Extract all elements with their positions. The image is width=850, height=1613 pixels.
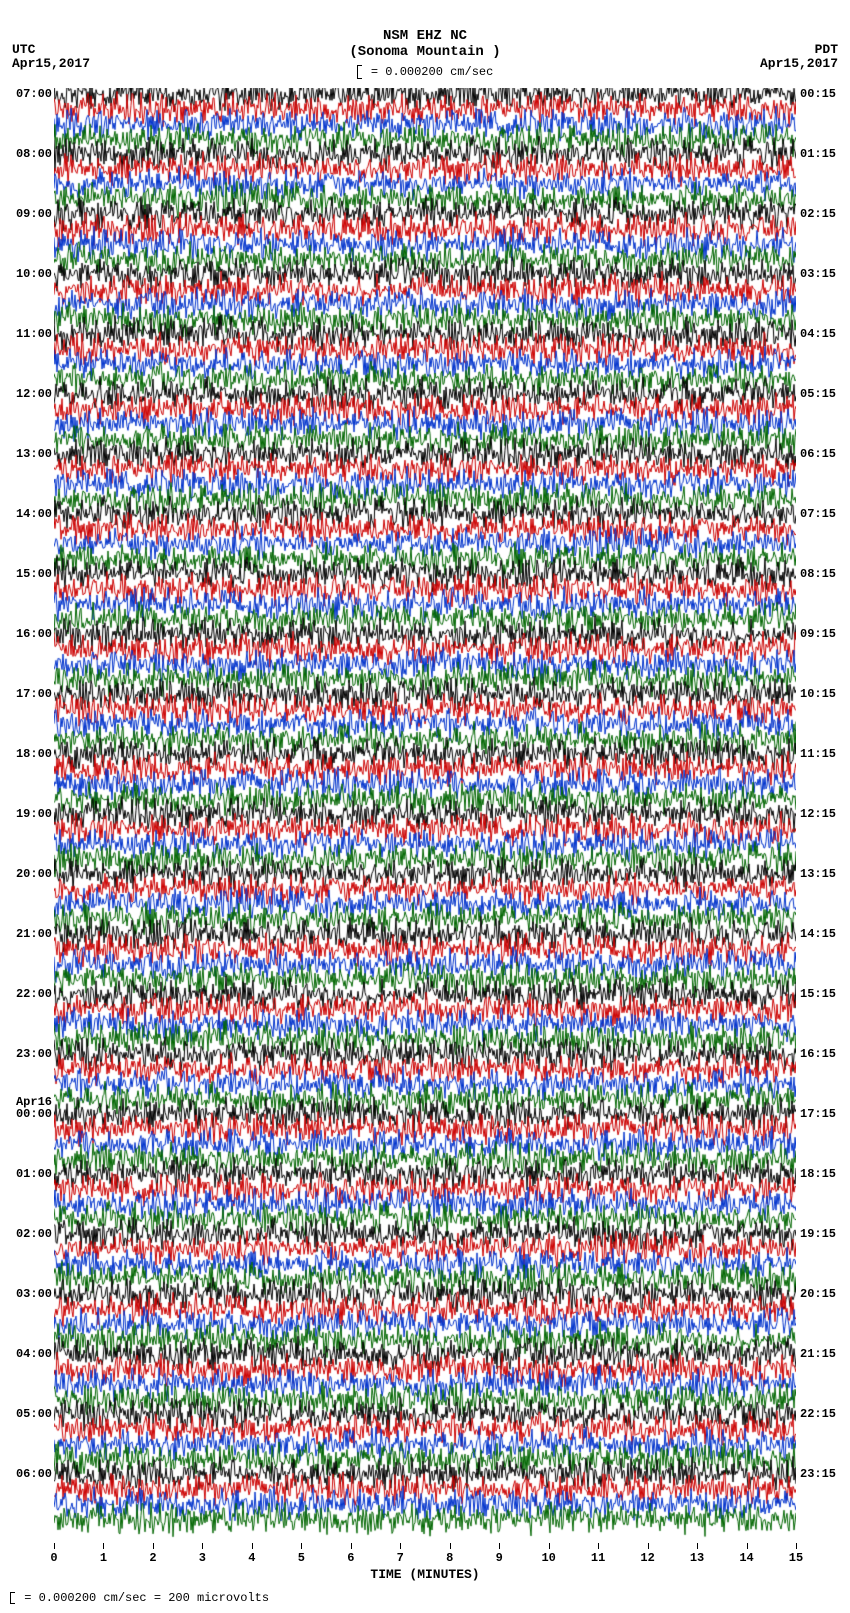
- y-left-label: 10:00: [16, 268, 52, 280]
- y-left-label: 22:00: [16, 988, 52, 1000]
- y-left-label: 17:00: [16, 688, 52, 700]
- y-left-label: 01:00: [16, 1168, 52, 1180]
- y-left-label: 02:00: [16, 1228, 52, 1240]
- y-right-label: 00:15: [800, 88, 836, 100]
- y-left-label: 12:00: [16, 388, 52, 400]
- y-right-label: 04:15: [800, 328, 836, 340]
- seismogram-traces: [54, 88, 796, 1543]
- footer-bar-icon: [10, 1592, 15, 1604]
- y-right-label: 20:15: [800, 1288, 836, 1300]
- y-right-label: 12:15: [800, 808, 836, 820]
- x-tick-label: 12: [640, 1551, 654, 1565]
- x-tick-mark: [549, 1543, 550, 1549]
- y-left-label: 11:00: [16, 328, 52, 340]
- x-tick-mark: [499, 1543, 500, 1549]
- y-left-label: 18:00: [16, 748, 52, 760]
- x-tick-label: 2: [149, 1551, 156, 1565]
- y-left-label: 08:00: [16, 148, 52, 160]
- y-right-label: 15:15: [800, 988, 836, 1000]
- tz-left-label: UTC: [12, 42, 35, 57]
- x-tick-mark: [697, 1543, 698, 1549]
- x-tick-mark: [103, 1543, 104, 1549]
- x-tick-mark: [400, 1543, 401, 1549]
- x-tick-label: 6: [347, 1551, 354, 1565]
- x-tick-mark: [796, 1543, 797, 1549]
- date-right: Apr15,2017: [760, 56, 838, 71]
- y-left-label: 03:00: [16, 1288, 52, 1300]
- x-tick-label: 8: [446, 1551, 453, 1565]
- y-right-label: 02:15: [800, 208, 836, 220]
- station-line: NSM EHZ NC: [0, 28, 850, 44]
- x-tick-mark: [301, 1543, 302, 1549]
- x-tick-label: 5: [298, 1551, 305, 1565]
- y-left-label: 09:00: [16, 208, 52, 220]
- y-left-label: 13:00: [16, 448, 52, 460]
- seismogram-plot: [54, 88, 796, 1543]
- y-right-label: 10:15: [800, 688, 836, 700]
- x-tick-label: 1: [100, 1551, 107, 1565]
- x-tick-mark: [747, 1543, 748, 1549]
- footer-calibration-text: = 0.000200 cm/sec = 200 microvolts: [24, 1591, 269, 1605]
- date-left: Apr15,2017: [12, 56, 90, 71]
- y-right-label: 19:15: [800, 1228, 836, 1240]
- y-right-label: 09:15: [800, 628, 836, 640]
- calibration-text: = 0.000200 cm/sec: [371, 65, 493, 79]
- y-right-label: 22:15: [800, 1408, 836, 1420]
- x-tick-label: 0: [50, 1551, 57, 1565]
- seismogram-page: NSM EHZ NC (Sonoma Mountain ) = 0.000200…: [0, 0, 850, 1613]
- y-right-label: 11:15: [800, 748, 836, 760]
- y-left-label: 19:00: [16, 808, 52, 820]
- y-right-label: 05:15: [800, 388, 836, 400]
- y-left-label: 04:00: [16, 1348, 52, 1360]
- calibration-line: = 0.000200 cm/sec: [0, 64, 850, 80]
- y-left-label: 21:00: [16, 928, 52, 940]
- x-tick-mark: [351, 1543, 352, 1549]
- y-left-label: 06:00: [16, 1468, 52, 1480]
- header-block: NSM EHZ NC (Sonoma Mountain ) = 0.000200…: [0, 28, 850, 80]
- x-tick-mark: [153, 1543, 154, 1549]
- y-right-label: 03:15: [800, 268, 836, 280]
- y-left-label: 15:00: [16, 568, 52, 580]
- calibration-bar-icon: [357, 65, 362, 79]
- x-tick-label: 14: [739, 1551, 753, 1565]
- location-line: (Sonoma Mountain ): [0, 44, 850, 60]
- y-left-label: 16:00: [16, 628, 52, 640]
- x-tick-mark: [450, 1543, 451, 1549]
- y-right-label: 23:15: [800, 1468, 836, 1480]
- y-left-label: 05:00: [16, 1408, 52, 1420]
- y-left-label: 14:00: [16, 508, 52, 520]
- y-right-label: 13:15: [800, 868, 836, 880]
- x-tick-label: 3: [199, 1551, 206, 1565]
- x-tick-label: 7: [397, 1551, 404, 1565]
- x-tick-mark: [202, 1543, 203, 1549]
- x-axis-title: TIME (MINUTES): [370, 1567, 479, 1582]
- y-right-label: 14:15: [800, 928, 836, 940]
- tz-right-label: PDT: [815, 42, 838, 57]
- y-right-label: 08:15: [800, 568, 836, 580]
- footer-calibration: = 0.000200 cm/sec = 200 microvolts: [4, 1591, 269, 1605]
- x-tick-label: 15: [789, 1551, 803, 1565]
- x-tick-mark: [598, 1543, 599, 1549]
- x-tick-label: 13: [690, 1551, 704, 1565]
- y-right-label: 16:15: [800, 1048, 836, 1060]
- x-tick-label: 10: [541, 1551, 555, 1565]
- y-left-label: 00:00: [16, 1108, 52, 1120]
- x-tick-label: 11: [591, 1551, 605, 1565]
- y-left-label: 23:00: [16, 1048, 52, 1060]
- x-tick-mark: [648, 1543, 649, 1549]
- y-right-label: 06:15: [800, 448, 836, 460]
- y-left-label: 20:00: [16, 868, 52, 880]
- y-right-label: 01:15: [800, 148, 836, 160]
- x-tick-mark: [54, 1543, 55, 1549]
- y-right-label: 17:15: [800, 1108, 836, 1120]
- x-tick-mark: [252, 1543, 253, 1549]
- y-left-label: 07:00: [16, 88, 52, 100]
- y-right-label: 18:15: [800, 1168, 836, 1180]
- x-tick-label: 4: [248, 1551, 255, 1565]
- y-right-label: 21:15: [800, 1348, 836, 1360]
- x-tick-label: 9: [496, 1551, 503, 1565]
- y-right-label: 07:15: [800, 508, 836, 520]
